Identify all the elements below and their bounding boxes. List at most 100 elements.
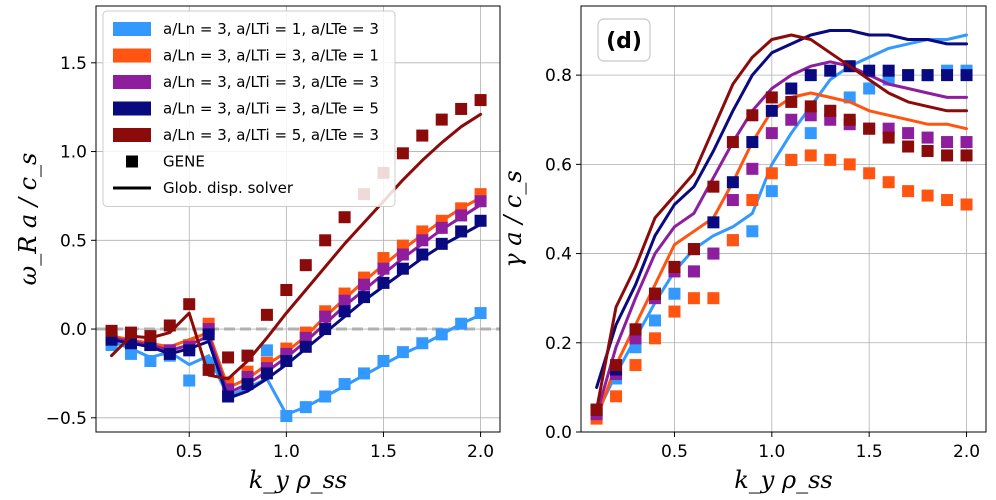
p1-ytick-label-2: 0.4	[545, 245, 572, 265]
p0-gene-point-4-16	[416, 129, 429, 142]
p1-gene-point-4-6	[707, 180, 720, 193]
p0-gene-point-4-15	[396, 147, 409, 160]
p0-gene-point-2-17	[435, 221, 448, 234]
p1-gene-point-0-11	[804, 127, 817, 140]
p1-gene-point-2-6	[707, 247, 720, 260]
p0-xtick-label-0: 0.5	[176, 442, 203, 462]
p0-gene-point-4-6	[222, 351, 235, 364]
p1-gene-point-1-5	[687, 292, 700, 305]
p1-gene-point-2-10	[785, 113, 798, 126]
p0-ytick-label-1: 0.0	[60, 320, 87, 340]
p0-gene-point-3-9	[280, 355, 293, 367]
p0-gene-point-3-7	[241, 378, 254, 391]
p1-gene-point-4-5	[687, 243, 700, 256]
p0-gene-point-0-8	[260, 344, 273, 357]
p1-gene-point-2-5	[687, 265, 700, 278]
p1-gene-point-1-15	[882, 176, 895, 189]
p1-solver-line-3	[595, 29, 968, 389]
p0-legend-swatch-4	[113, 128, 151, 142]
p1-xtick-label-3: 2.0	[953, 442, 980, 462]
p0-ytick-label-3: 1.0	[60, 143, 87, 163]
p0-ytick-label-4: 1.5	[60, 54, 87, 74]
p0-gene-point-4-4	[183, 298, 196, 311]
p0-legend-label-6: Glob. disp. solver	[163, 179, 294, 197]
p0-gene-point-3-17	[435, 237, 448, 250]
p1-y-axis-label: γ a / c_s	[499, 170, 527, 267]
p0-legend-label-2: a/Ln = 3, a/LTi = 3, a/LTe = 3	[163, 73, 379, 91]
p0-legend-label-3: a/Ln = 3, a/LTi = 3, a/LTe = 5	[163, 100, 379, 118]
p1-gene-point-4-17	[921, 144, 934, 157]
p1-series-1	[590, 91, 973, 425]
p1-series-2	[590, 60, 973, 421]
p0-gene-point-3-11	[319, 323, 332, 336]
p1-gene-point-0-14	[863, 82, 876, 95]
p0-gene-point-3-6	[222, 390, 235, 403]
p0-gene-point-3-16	[416, 248, 429, 261]
p0-gene-point-0-17	[435, 328, 448, 341]
p1-gene-point-4-8	[746, 109, 759, 122]
p1-ytick-label-1: 0.2	[545, 334, 572, 354]
p1-xtick-label-2: 1.5	[856, 442, 883, 462]
p1-gene-point-3-11	[804, 69, 817, 82]
p0-gene-point-0-10	[299, 401, 312, 414]
p0-gene-point-2-14	[377, 262, 390, 275]
p1-ytick-label-3: 0.6	[545, 155, 572, 175]
p1-gene-point-3-6	[707, 216, 720, 229]
p1-gene-point-1-10	[785, 153, 798, 166]
p1-gene-point-0-3	[648, 314, 661, 327]
p0-ticks: 0.5 1.0 1.5 2.0 −0.5 0.0 0.5 1.0 1.5	[46, 54, 494, 462]
p1-gene-point-4-4	[668, 260, 681, 273]
p0-gene-point-2-11	[319, 310, 332, 323]
p1-gene-point-4-19	[960, 149, 973, 162]
p1-gene-point-2-17	[921, 131, 934, 144]
p0-gene-point-3-8	[260, 367, 273, 380]
p1-gene-point-1-3	[648, 332, 661, 345]
p0-gene-point-0-14	[377, 355, 390, 367]
p1-gene-point-1-4	[668, 305, 681, 318]
p1-gene-point-3-17	[921, 69, 934, 82]
p0-gene-point-3-4	[183, 344, 196, 357]
p1-gene-point-4-0	[590, 403, 603, 416]
p1-series-0	[590, 33, 973, 421]
p0-legend-swatch-0	[113, 22, 151, 36]
p1-plot-frame	[580, 5, 987, 433]
p0-gene-point-4-7	[241, 349, 254, 362]
p1-gene-point-1-11	[804, 149, 817, 162]
p0-gene-point-0-11	[319, 390, 332, 403]
p0-gene-point-4-5	[202, 363, 215, 376]
p1-gene-point-1-6	[707, 292, 720, 305]
p1-gene-point-1-17	[921, 189, 934, 202]
p0-gene-point-4-17	[435, 113, 448, 126]
p1-gene-point-1-16	[902, 185, 915, 198]
p0-plot-frame	[95, 5, 501, 433]
p0-gene-point-4-9	[280, 284, 293, 296]
p1-gene-point-4-3	[648, 287, 661, 300]
p1-gene-point-2-7	[726, 194, 739, 207]
p0-legend: a/Ln = 3, a/LTi = 1, a/LTe = 3 a/Ln = 3, …	[102, 10, 396, 207]
p0-gene-point-2-16	[416, 234, 429, 247]
p1-gene-point-4-12	[824, 104, 837, 117]
p1-gene-point-1-1	[610, 390, 623, 403]
p1-gene-point-1-7	[726, 234, 739, 247]
p0-gene-point-0-2	[144, 355, 157, 367]
p0-gene-point-3-10	[299, 340, 312, 353]
p0-gene-point-4-0	[105, 324, 118, 337]
p0-series-3	[105, 214, 487, 403]
p0-gene-point-2-18	[455, 209, 468, 222]
p0-gene-point-0-15	[396, 346, 409, 359]
p0-y-axis-label: ω_R a / c_s	[14, 153, 42, 286]
p0-legend-label-0: a/Ln = 3, a/LTi = 1, a/LTe = 3	[163, 20, 379, 38]
p0-gene-point-4-18	[455, 102, 468, 115]
p1-gene-point-4-7	[726, 136, 739, 149]
p1-gene-point-1-8	[746, 194, 759, 207]
p0-ytick-label-2: 0.5	[60, 231, 87, 251]
p0-legend-swatch-2	[113, 75, 151, 89]
p0-xtick-label-1: 1.0	[273, 442, 300, 462]
p1-series-4	[590, 33, 973, 416]
p1-gene-point-1-18	[941, 194, 954, 207]
p1-gene-point-3-8	[746, 136, 759, 149]
p0-gene-point-4-8	[260, 308, 273, 321]
p0-gene-point-0-12	[338, 378, 351, 391]
